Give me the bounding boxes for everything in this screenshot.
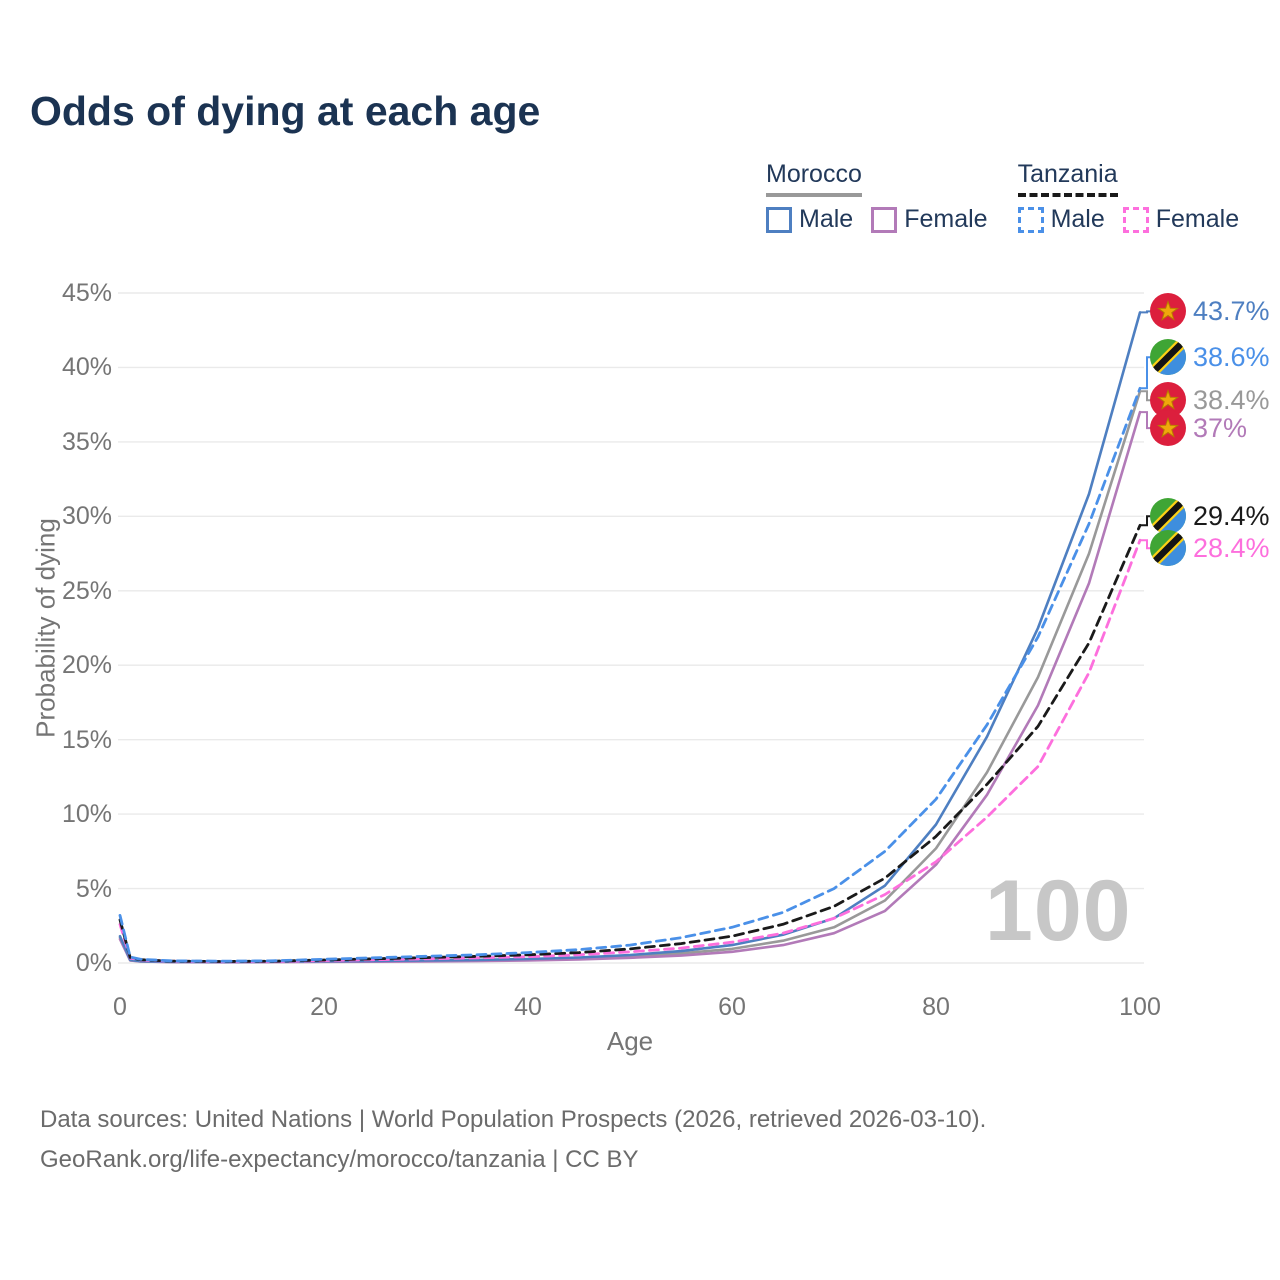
y-tick-label: 0%	[75, 949, 112, 977]
legend-group-morocco: Morocco Male Female	[766, 160, 988, 234]
y-tick-label: 45%	[61, 279, 112, 307]
y-tick-label: 25%	[61, 576, 112, 605]
legend-item-morocco-male[interactable]: Male	[766, 205, 853, 234]
legend-country-label: Morocco	[766, 160, 862, 197]
legend-swatch	[766, 206, 792, 233]
tanzania-flag-icon	[1150, 530, 1186, 567]
legend-item-morocco-female[interactable]: Female	[871, 205, 988, 234]
y-tick-label: 30%	[61, 502, 112, 531]
end-label-morocco-both: 38.4%	[1150, 382, 1270, 419]
y-axis-title: Probability of dying	[30, 518, 61, 738]
end-label-tanzania-male: 38.6%	[1150, 339, 1270, 376]
legend-item-label: Male	[1050, 205, 1105, 233]
legend-item-label: Male	[799, 205, 854, 233]
page-title: Odds of dying at each age	[30, 88, 541, 134]
age-counter-watermark: 100	[985, 863, 1132, 959]
x-tick-label: 40	[514, 993, 542, 1021]
x-tick-label: 0	[113, 993, 127, 1021]
legend-item-tanzania-male[interactable]: Male	[1017, 205, 1105, 234]
end-label-tanzania-female: 28.4%	[1150, 530, 1270, 567]
end-label-connector	[1140, 539, 1153, 550]
morocco-flag-icon	[1150, 410, 1186, 447]
end-label-connector	[1140, 515, 1153, 527]
tanzania-flag-icon	[1150, 498, 1186, 535]
series-line-tanzania-both	[118, 523, 1142, 963]
x-tick-label: 80	[922, 993, 950, 1021]
legend: Morocco Male Female Tanzania Male Female	[766, 160, 1239, 234]
y-tick-label: 20%	[61, 651, 112, 680]
morocco-flag-icon	[1150, 382, 1186, 419]
end-label-morocco-male: 43.7%	[1150, 293, 1270, 330]
legend-item-label: Female	[1155, 205, 1240, 233]
legend-group-tanzania: Tanzania Male Female	[1017, 160, 1240, 234]
x-axis-title: Age	[606, 1026, 654, 1056]
legend-swatch	[1122, 206, 1149, 233]
end-label-tanzania-both: 29.4%	[1150, 498, 1270, 535]
end-label-value: 43.7%	[1193, 295, 1270, 326]
y-tick-label: 5%	[75, 874, 112, 903]
data-source-text: Data sources: United Nations | World Pop…	[40, 1106, 987, 1133]
x-tick-label: 100	[1119, 993, 1161, 1021]
series-line-tanzania-male	[118, 386, 1142, 963]
y-tick-label: 10%	[61, 800, 112, 829]
end-label-connector	[1140, 310, 1153, 314]
legend-swatch	[1017, 206, 1044, 233]
legend-swatch	[871, 206, 898, 233]
legend-item-tanzania-female[interactable]: Female	[1122, 205, 1240, 234]
morocco-flag-icon	[1150, 293, 1186, 330]
legend-item-label: Female	[904, 205, 988, 233]
end-label-connector	[1140, 356, 1153, 390]
end-label-value: 29.4%	[1193, 500, 1270, 531]
end-label-value: 38.4%	[1193, 384, 1270, 415]
end-label-value: 37%	[1193, 412, 1248, 443]
end-label-value: 38.6%	[1193, 341, 1270, 372]
end-label-value: 28.4%	[1193, 532, 1270, 563]
y-tick-label: 40%	[61, 353, 112, 382]
x-tick-label: 20	[310, 993, 338, 1021]
end-label-connector	[1140, 390, 1153, 402]
attribution-text: GeoRank.org/life-expectancy/morocco/tanz…	[40, 1146, 639, 1173]
y-tick-label: 15%	[61, 725, 112, 754]
end-label-morocco-female: 37%	[1150, 410, 1248, 447]
tanzania-flag-icon	[1150, 339, 1186, 376]
y-tick-label: 35%	[61, 427, 112, 456]
x-tick-label: 60	[718, 993, 746, 1021]
legend-country-label: Tanzania	[1017, 160, 1118, 197]
end-label-connector	[1140, 411, 1153, 430]
